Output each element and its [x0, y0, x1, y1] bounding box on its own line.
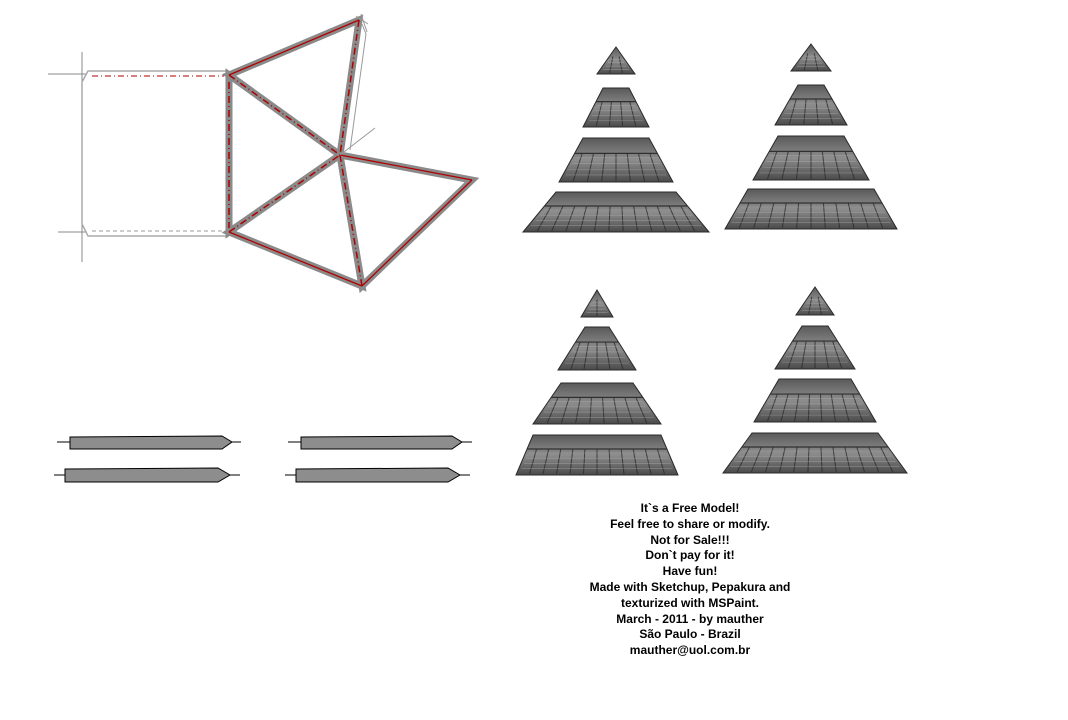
shingle-row — [596, 46, 636, 75]
shingle-triangle — [515, 289, 679, 476]
ridge-strip — [285, 467, 470, 483]
credits-line: Have fun! — [662, 564, 718, 579]
shingle-row — [580, 289, 614, 318]
shingle-row — [724, 188, 898, 230]
roof-face-middle — [229, 75, 340, 232]
roof-face-top — [229, 20, 359, 155]
roof-face-bottom — [229, 155, 362, 286]
shingle-triangle — [722, 286, 908, 474]
shingle-row — [752, 135, 870, 181]
shingle-row — [515, 434, 679, 476]
ridge-strips — [54, 435, 472, 483]
shingle-row — [790, 43, 832, 72]
shingle-panels — [515, 43, 908, 476]
credits-line: Feel free to share or modify. — [610, 516, 770, 531]
credits-line: It`s a Free Model! — [640, 501, 740, 515]
shingle-row — [722, 432, 908, 474]
shingle-row — [774, 325, 856, 370]
roof-net — [48, 13, 480, 294]
ridge-strip — [288, 435, 472, 450]
credits-line: São Paulo - Brazil — [639, 627, 741, 642]
credits-line: texturized with MSPaint. — [620, 595, 759, 610]
shingle-row — [795, 286, 835, 316]
credits-line: Made with Sketchup, Pepakura and — [589, 579, 791, 594]
shingle-triangle — [724, 43, 898, 230]
shingle-triangle — [521, 46, 711, 233]
roof-face-right — [340, 155, 472, 286]
shingle-row — [753, 378, 877, 423]
base-square — [81, 70, 229, 237]
shingle-row — [532, 382, 662, 425]
ridge-strip — [57, 435, 241, 450]
shingle-row — [557, 326, 637, 371]
credits-text: It`s a Free Model! Feel free to share or… — [540, 501, 840, 659]
credits-line: Not for Sale!!! — [650, 532, 730, 547]
shingle-row — [774, 84, 848, 126]
credits-line: mauther@uol.com.br — [629, 643, 751, 658]
shingle-row — [521, 191, 711, 233]
credits-line: March - 2011 - by mauther — [616, 611, 764, 626]
shingle-row — [582, 87, 650, 128]
credits-line: Don`t pay for it! — [645, 548, 735, 563]
shingle-row — [558, 137, 674, 183]
ridge-strip — [54, 467, 240, 483]
